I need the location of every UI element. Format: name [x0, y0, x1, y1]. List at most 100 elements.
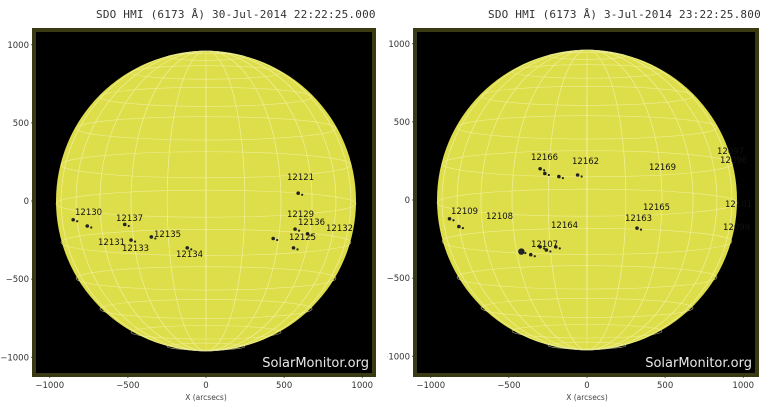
active-region-label: 12097 [717, 147, 744, 157]
sunspot [310, 234, 313, 237]
sunspot [452, 219, 455, 222]
x-tick-label: 1000 [351, 381, 373, 391]
sunspot [538, 166, 542, 171]
sunspot [296, 191, 300, 195]
sunspot [271, 236, 275, 241]
y-tick-label: 1000 [7, 41, 29, 51]
sunspot [190, 248, 193, 251]
solar-disk [437, 50, 737, 350]
panel-title: SDO HMI (6173 Å) 30-Jul-2014 22:22:25.00… [96, 8, 376, 21]
watermark: SolarMonitor.org [262, 356, 369, 371]
sunspot [90, 226, 93, 229]
active-region-label: 12096 [720, 156, 747, 166]
sunspot [457, 224, 461, 229]
active-region-label: 12129 [287, 210, 314, 220]
sunspot [558, 247, 561, 250]
y-tick-label: −1000 [387, 352, 410, 362]
active-region-label: 12131 [98, 238, 125, 248]
x-axis-label: X (arcsecs) [566, 393, 608, 402]
sunspot [538, 245, 542, 249]
sunspot [291, 246, 296, 250]
watermark: SolarMonitor.org [645, 356, 752, 371]
y-tick-label: 500 [394, 118, 410, 128]
sunspot [129, 238, 133, 242]
sunspot [549, 250, 552, 253]
sunspot [127, 224, 130, 228]
y-tick-label: −1000 [0, 353, 29, 363]
y-tick-label: −500 [6, 275, 29, 285]
sunspot [528, 252, 533, 257]
sunspot [293, 227, 297, 231]
sunspot [296, 248, 299, 251]
active-region-label: 12121 [287, 173, 314, 183]
sunspot [561, 176, 564, 180]
x-tick-label: 500 [657, 381, 673, 391]
active-region-label: 12133 [122, 244, 149, 254]
sunspot [276, 238, 279, 242]
active-region-label: 12164 [551, 221, 578, 231]
sunspot [544, 248, 549, 252]
x-tick-label: 0 [203, 381, 208, 391]
x-tick-label: 500 [276, 381, 292, 391]
sunspot [533, 255, 536, 258]
active-region-label: 12132 [326, 224, 353, 234]
sunspot [185, 246, 190, 250]
active-region-label: 12125 [289, 233, 316, 243]
sunspot [305, 232, 310, 236]
x-tick-label: −500 [497, 381, 520, 391]
y-tick-label: 500 [13, 119, 29, 129]
solar-disk [56, 51, 356, 351]
heliographic-grid [55, 50, 357, 352]
right-panel: SDO HMI (6173 Å) 3-Jul-2014 23:22:25.800… [381, 0, 774, 406]
sunspot [149, 235, 154, 239]
sunspot [76, 220, 79, 223]
sunspot [580, 175, 583, 178]
sunspot [543, 247, 546, 250]
active-region-label: 12162 [572, 157, 599, 167]
sunspot [543, 171, 547, 176]
active-region-label: 12108 [486, 212, 513, 222]
sunspot [447, 216, 452, 221]
active-region-label: 12109 [451, 207, 478, 217]
sunspot [543, 169, 546, 172]
sunspot [301, 193, 304, 196]
active-region-label: 12101 [725, 200, 752, 210]
y-tick-label: −500 [387, 274, 410, 284]
active-region-label: 12163 [625, 214, 652, 224]
sunspot [133, 240, 137, 243]
sunspot [575, 173, 580, 177]
sunspot [85, 224, 90, 228]
y-tick-label: 1000 [388, 40, 410, 50]
left-panel: SDO HMI (6173 Å) 30-Jul-2014 22:22:25.00… [0, 0, 387, 406]
active-region-label: 12130 [75, 208, 102, 218]
active-region-label: 12134 [176, 250, 203, 260]
y-tick-label: 0 [405, 196, 410, 206]
active-region-label: 12099 [723, 223, 750, 233]
sunspot [547, 173, 550, 177]
sunspot [635, 226, 639, 230]
sunspot [518, 248, 525, 255]
sunspot [297, 229, 301, 232]
sunspot [71, 217, 75, 222]
x-tick-label: −500 [116, 381, 139, 391]
x-tick-label: 1000 [732, 381, 754, 391]
x-tick-label: −1000 [35, 381, 64, 391]
sunspot [154, 237, 157, 240]
active-region-label: 12137 [116, 214, 143, 224]
active-region-label: 12136 [298, 218, 325, 228]
active-region-label: 12165 [643, 203, 670, 213]
sunspot [461, 226, 464, 230]
sunspot [557, 174, 561, 179]
sunspot [553, 245, 558, 249]
x-axis-label: X (arcsecs) [185, 393, 227, 402]
panel-title: SDO HMI (6173 Å) 3-Jul-2014 23:22:25.800 [488, 8, 761, 21]
heliographic-grid [436, 49, 738, 351]
active-region-label: 12107 [531, 240, 558, 250]
active-region-label: 12169 [649, 163, 676, 173]
active-region-label: 12166 [531, 153, 558, 163]
sunspot [639, 228, 643, 231]
y-tick-label: 0 [24, 197, 29, 207]
active-region-label: 12135 [154, 230, 181, 240]
